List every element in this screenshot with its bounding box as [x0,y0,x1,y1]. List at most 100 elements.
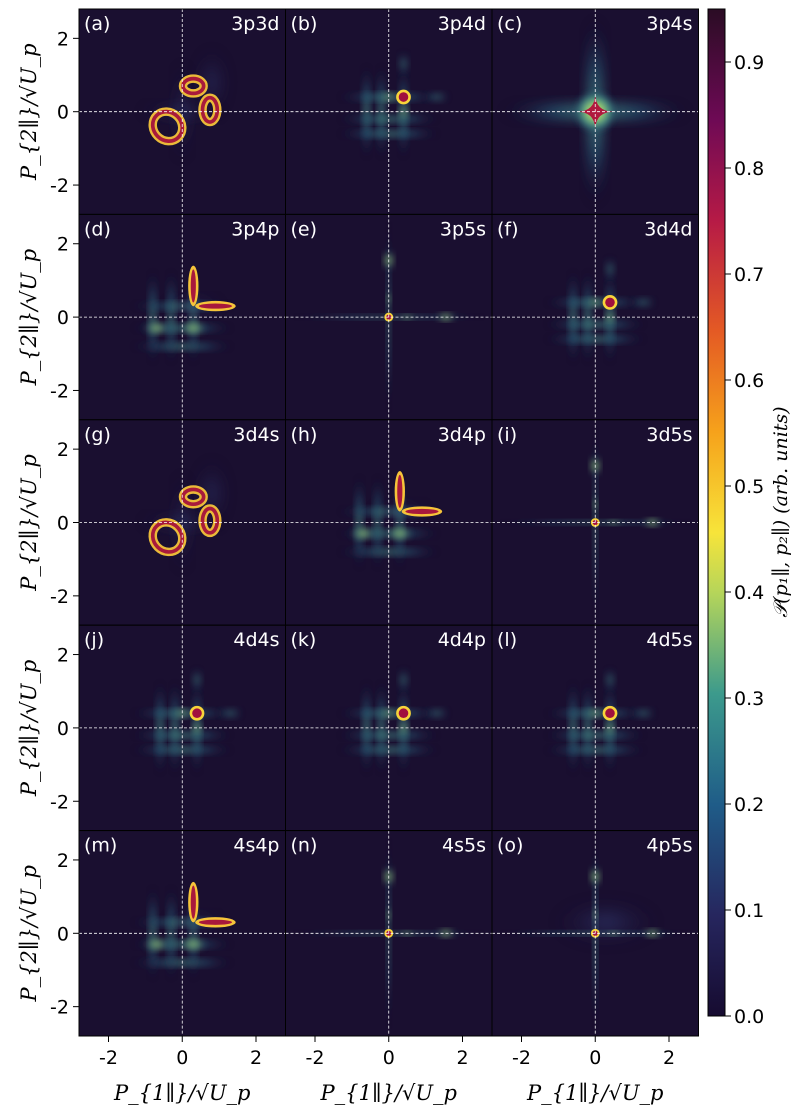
density-lobe-core [190,885,196,919]
panel-title: 4d5s [646,629,692,651]
y-tick-label: 2 [57,234,69,256]
colorbar-tick-label: 0.2 [734,794,764,816]
panel-3p4p: (d) 3p4p [78,213,286,421]
panel-3p4s: (c) 3p4s [491,8,699,215]
y-axis-label: P_{2∥}/√U_p [17,660,41,798]
panel-3d4s: (g) 3d4s [78,419,286,626]
x-tick-label: 2 [456,1047,468,1069]
density-band [178,709,186,717]
y-tick-label: 2 [57,439,69,461]
panel-density [79,214,286,420]
density-band [606,669,614,692]
y-tick-label: -2 [50,997,69,1019]
density-band [606,258,614,281]
density-band [632,709,655,717]
panel-tag: (h) [291,424,318,446]
density-band [337,130,441,138]
density-band [591,298,599,307]
panel-title: 4d4p [438,629,486,651]
panel-density [285,214,492,420]
panel-tag: (g) [84,424,111,446]
y-axis-label: P_{2∥}/√U_p [17,249,41,387]
density-band [399,52,408,76]
density-band [193,669,201,692]
panel-title: 3d5s [646,424,692,446]
density-band [149,269,157,366]
x-axis-label: P_{1∥}/√U_p [113,1081,251,1105]
panel-tag: (a) [84,13,110,35]
colorbar-tick-label: 0.8 [734,158,764,180]
density-band [386,293,391,305]
density-lobe-core [397,474,403,508]
panel-density [79,419,286,626]
panel-tag: (m) [84,835,117,857]
density-band [130,746,234,754]
density-peak-core [605,708,615,719]
x-tick-label: 2 [250,1047,262,1069]
y-tick-label: -2 [50,380,69,402]
panel-tag: (n) [291,835,318,857]
density-lobe-core [198,303,233,309]
density-band [337,746,441,754]
panel-tag: (j) [84,629,104,651]
panel-3d5s: (i) 3d5s [491,419,699,626]
colorbar-tick-label: 0.5 [734,476,764,498]
panel-title: 4s4p [233,835,279,857]
panel-tag: (l) [497,629,517,651]
y-tick-label: 0 [57,718,69,740]
density-band [399,669,408,692]
density-band [219,709,242,717]
y-tick-label: 0 [57,102,69,124]
panel-title: 3p3d [231,13,279,35]
density-band [145,323,168,333]
density-peak-core [605,297,615,308]
panel-title: 3p4p [231,218,279,240]
panel-title: 3p4d [438,13,486,35]
panel-title: 3d4d [644,218,692,240]
density-ring-core [181,487,206,507]
y-tick-label: 2 [57,645,69,667]
panel-density [285,9,492,215]
density-band [591,709,599,717]
panel-density [492,625,699,831]
y-tick-label: -2 [50,175,69,197]
panel-4d4s: (j) 4d4s [78,624,286,832]
axes-decorations: -2 0 2 P_{2∥}/√U_p -2 0 2 P_{2∥}/√U_p -2 0 2 P_{2∥}… [17,28,675,1105]
panel-4s5s: (n) 4s5s [285,830,493,1037]
density-band [554,900,658,945]
density-lobe-core [198,919,233,925]
panel-density [79,830,286,1036]
density-band [351,529,374,538]
panel-3d4p: (h) 3d4p [285,419,493,626]
panel-density [492,830,699,1036]
x-axis-label: P_{1∥}/√U_p [319,1081,457,1105]
density-band [182,939,205,949]
colorbar-tick-label: 0.0 [734,1006,764,1028]
density-band [149,885,157,982]
colorbar-tick-label: 0.1 [734,900,764,922]
panel-title: 3p5s [440,218,486,240]
panel-density [492,214,699,420]
colorbar-tick-label: 0.6 [734,370,764,392]
panel-3p5s: (e) 3p5s [285,213,493,421]
density-band [385,93,393,101]
density-ring-core [200,95,220,124]
panel-tag: (k) [291,629,317,651]
colorbar-tick-label: 0.9 [734,52,764,74]
y-tick-label: 0 [57,923,69,945]
density-band [182,323,205,333]
panel-density [285,830,492,1036]
x-tick-label: -2 [99,1047,118,1069]
x-tick-label: 0 [176,1047,188,1069]
x-tick-label: 2 [663,1047,675,1069]
density-band [386,909,391,921]
colorbar-tick-label: 0.7 [734,264,764,286]
panel-3p3d: (a) 3p3d [78,8,286,215]
density-peak-core [398,92,409,102]
density-peak-core [192,708,202,719]
y-tick-label: 2 [57,28,69,50]
panels-grid: (a) 3p3d (b) 3p4d (c) 3p4s (d) 3p4p (e) 3p5s (f) 3d… [78,8,699,1037]
colorbar: 0.0 0.1 0.2 0.3 0.4 0.5 0.6 0.7 0.8 0.9 𝒫(p₁∥, p₂… [707,8,792,1028]
x-tick-label: -2 [306,1047,325,1069]
